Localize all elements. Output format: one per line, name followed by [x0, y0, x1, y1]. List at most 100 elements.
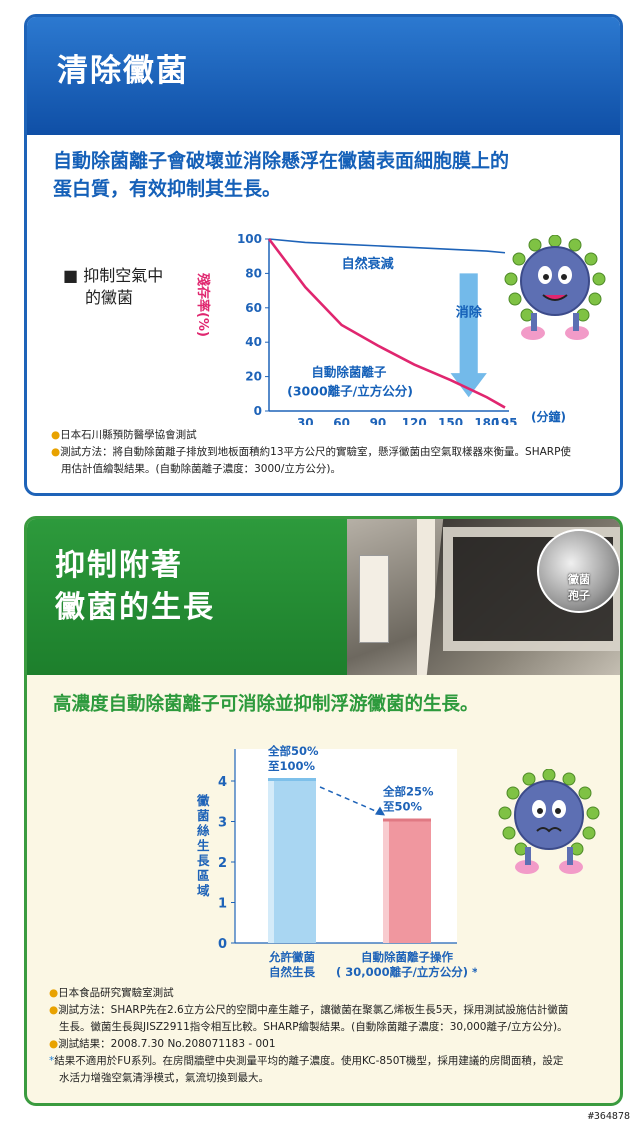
section2-note-6-text: 水活力增強空氣清淨模式，氣流切換到最大。: [59, 1072, 269, 1084]
section1-note-2-text: 測試方法：將自動除菌離子排放到地板面積約13平方公尺的實驗室，懸浮黴菌由空氣取樣…: [60, 446, 571, 458]
chart2-bar-highlight: [383, 821, 389, 943]
reduction-arrowhead: [375, 806, 385, 816]
section2-notes: ●日本食品研究實驗室測試 ●測試方法：SHARP先在2.6立方公尺的空間中產生離…: [49, 985, 619, 1087]
chart1-y-tick-label: 40: [245, 335, 262, 349]
spore-label-line1: 黴菌: [568, 573, 590, 586]
chart1-series-lines: [267, 238, 506, 409]
window-frame-photo: 黴菌 孢子: [347, 519, 620, 675]
section2-header: 抑制附著 黴菌的生長: [27, 519, 347, 675]
chart2-bar: [268, 781, 316, 943]
section1-header: 清除黴菌: [27, 17, 620, 135]
natural-decay-label: 自然衰減: [342, 256, 394, 272]
chart2-y-label: 黴菌絲生長區域: [196, 793, 210, 898]
chart2-y-tick-label: 2: [218, 856, 227, 871]
bullet-label-line2: 的黴菌: [85, 288, 134, 307]
section2-note-5: *結果不適用於FU系列。在房間牆壁中央測量平均的離子濃度。使用KC-850T機型…: [49, 1053, 619, 1070]
reduction-dashed-arrow: [319, 786, 380, 814]
ion-series-line: [267, 238, 506, 409]
section1-headline: 自動除菌離子會破壞並消除懸浮在黴菌表面細胞膜上的 蛋白質，有效抑制其生長。: [53, 147, 509, 203]
chart1-y-label: 殘存率(%): [195, 273, 211, 337]
chart1-y-tick-label: 60: [245, 301, 262, 315]
chart1-y-tick-label: 0: [254, 404, 262, 418]
chart2-y-label-char: 域: [197, 883, 210, 898]
chart2-y-label-char: 菌: [197, 808, 210, 823]
section2-note-2: ●測試方法：SHARP先在2.6立方公尺的空間中產生離子，讓黴菌在聚氯乙烯板生長…: [49, 1002, 619, 1019]
chart1-x-tick-label: 60: [333, 416, 350, 425]
eliminate-arrow-label: 消除: [456, 304, 483, 320]
orange-bullet-icon: ●: [51, 446, 61, 458]
section2-headline: 高濃度自動除菌離子可消除並抑制浮游黴菌的生長。: [53, 694, 479, 715]
section2-title-line2: 黴菌的生長: [55, 590, 215, 625]
chart2-bar: [383, 821, 431, 943]
chart1-y-tick-label: 20: [245, 370, 262, 384]
section2-note-1-text: 日本食品研究實驗室測試: [58, 987, 174, 999]
ion-series-label-1: 自動除菌離子: [311, 365, 387, 380]
orange-bullet-icon: ●: [49, 1038, 59, 1050]
section1-notes: ●日本石川縣預防醫學協會測試 ●測試方法：將自動除菌離子排放到地板面積約13平方…: [51, 427, 611, 478]
bullet-label-line1: ■ 抑制空氣中: [63, 266, 164, 285]
mold-spore-closeup: 黴菌 孢子: [537, 529, 620, 613]
section1-title: 清除黴菌: [57, 53, 189, 89]
section2-title: 抑制附著 黴菌的生長: [55, 545, 215, 629]
chart1-x-unit: (分鐘): [531, 409, 566, 424]
section1-headline-line2: 蛋白質，有效抑制其生長。: [53, 178, 282, 200]
chart1-x-tick-label: 180: [474, 416, 499, 425]
chart1-x-tick-label: 120: [402, 416, 427, 425]
section2-note-5-text: 結果不適用於FU系列。在房間牆壁中央測量平均的離子濃度。使用KC-850T機型，…: [54, 1055, 564, 1067]
category1-label-1: 允許黴菌: [268, 950, 315, 964]
chart2-bar-highlight: [268, 781, 274, 943]
section1-headline-line1: 自動除菌離子會破壞並消除懸浮在黴菌表面細胞膜上的: [53, 150, 510, 172]
asterisk-icon: *: [49, 1055, 55, 1067]
chart2-y-label-char: 生: [197, 838, 210, 853]
section2-note-3-text: 生長。黴菌生長與JISZ2911指令相互比較。SHARP繪製結果。(自動除菌離子…: [59, 1021, 568, 1033]
section1-note-1-text: 日本石川縣預防醫學協會測試: [60, 429, 197, 441]
chart2-y-label-char: 長: [197, 853, 210, 868]
chart2-y-tick-label: 4: [218, 775, 227, 790]
chart1-x-tick-label: 30: [297, 416, 314, 425]
chart1-x-tick-label: 195: [492, 416, 517, 425]
orange-bullet-icon: ●: [49, 1004, 59, 1016]
chart2-bars: [268, 778, 431, 943]
bar2-top-label-1: 全部25%: [382, 785, 434, 799]
chart1-y-ticks: 100 80 60 40 20 0: [237, 232, 509, 418]
mold-removal-panel: 清除黴菌 自動除菌離子會破壞並消除懸浮在黴菌表面細胞膜上的 蛋白質，有效抑制其生…: [24, 14, 623, 496]
chart1-x-tick-label: 90: [370, 416, 387, 425]
section1-note-1: ●日本石川縣預防醫學協會測試: [51, 427, 611, 444]
category1-label-2: 自然生長: [269, 965, 315, 979]
section2-note-1: ●日本食品研究實驗室測試: [49, 985, 619, 1002]
spore-label-line2: 孢子: [568, 589, 590, 602]
chart2-bar-cap: [383, 818, 431, 822]
ion-series-label-2: (3000離子/立方公分): [287, 384, 413, 399]
section2-note-2-text: 測試方法：SHARP先在2.6立方公尺的空間中產生離子，讓黴菌在聚氯乙烯板生長5…: [58, 1004, 569, 1016]
eliminate-arrow: [450, 273, 487, 398]
category2-label-2: ( 30,000離子/立方公分) *: [336, 965, 477, 979]
image-id-label: #364878: [587, 1111, 630, 1122]
chart2-y-tick-label: 1: [218, 897, 227, 912]
section1-bullet-label: ■ 抑制空氣中 的黴菌: [63, 265, 163, 309]
bar1-top-label-1: 全部50%: [267, 745, 319, 758]
mold-growth-panel: 抑制附著 黴菌的生長 黴菌 孢子 高濃度自動除菌離子可消除並抑制浮游黴菌的生長。…: [24, 516, 623, 1106]
chart1-y-tick-label: 100: [237, 232, 262, 246]
mold-mascot-icon: [498, 769, 600, 874]
chart1-y-tick-label: 80: [245, 266, 262, 280]
section1-note-2: ●測試方法：將自動除菌離子排放到地板面積約13平方公尺的實驗室，懸浮黴菌由空氣取…: [51, 444, 611, 461]
chart2-y-tick-label: 3: [218, 816, 227, 831]
section1-note-3-text: 用估計值繪製結果。(自動除菌離子濃度：3000/立方公分)。: [61, 463, 341, 475]
chart2-y-label-char: 黴: [196, 793, 210, 808]
chart2-y-tick-label: 0: [218, 937, 227, 952]
bar1-top-label-2: 至100%: [268, 759, 316, 773]
natural-decay-line: [268, 238, 506, 254]
orange-bullet-icon: ●: [49, 987, 59, 999]
chart2-y-label-char: 區: [197, 868, 210, 883]
chart2-y-label-char: 絲: [197, 823, 210, 838]
section2-title-line1: 抑制附著: [55, 548, 183, 583]
category2-label-1: 自動除菌離子操作: [361, 950, 453, 964]
chart1-x-tick-label: 150: [438, 416, 463, 425]
bar2-top-label-2: 至50%: [383, 800, 423, 814]
section2-note-4-text: 測試結果：2008.7.30 No.208071183 - 001: [58, 1038, 276, 1050]
orange-bullet-icon: ●: [51, 429, 61, 441]
mold-mascot-icon: [504, 235, 606, 340]
section2-note-4: ●測試結果：2008.7.30 No.208071183 - 001: [49, 1036, 619, 1053]
